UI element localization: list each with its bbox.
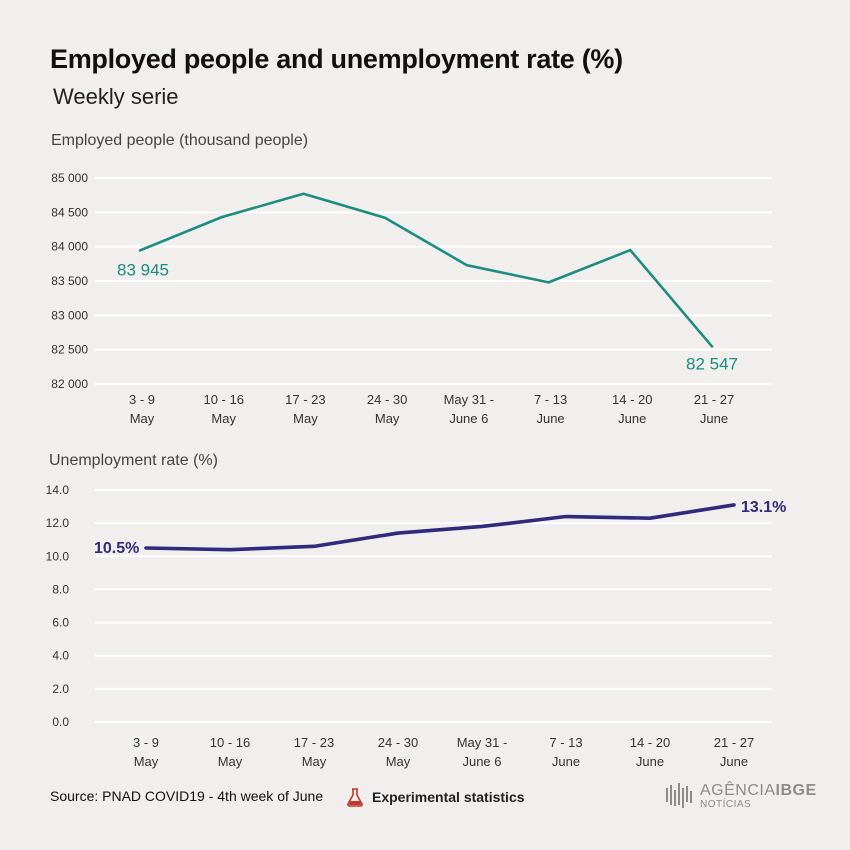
employed-x-tick-label: May xyxy=(211,411,236,426)
unemployment-x-tick-label: May xyxy=(386,754,411,769)
employed-x-tick-label: May xyxy=(293,411,318,426)
unemployment-x-tick-label: May xyxy=(218,754,243,769)
unemployment-x-tick-label: 3 - 9 xyxy=(133,735,159,750)
flask-icon xyxy=(347,788,363,807)
unemployment-y-tick-label: 8.0 xyxy=(52,582,69,596)
employed-x-tick-label: 24 - 30 xyxy=(367,392,407,407)
unemployment-y-tick-label: 10.0 xyxy=(46,549,70,563)
employed-x-tick-label: 10 - 16 xyxy=(203,392,243,407)
unemployment-rate-chart: Unemployment rate (%) 0.0 2.0 4.0 6.0 8.0 10.… xyxy=(46,452,787,769)
unemployment-series-line xyxy=(144,503,736,552)
employed-x-tick-label: May 31 - xyxy=(444,392,495,407)
employed-y-tick-label: 82 500 xyxy=(51,343,88,357)
employed-x-tick-label: 17 - 23 xyxy=(285,392,325,407)
employed-data-label: 82 547 xyxy=(686,354,738,373)
unemployment-x-tick-label: 14 - 20 xyxy=(630,735,670,750)
unemployment-x-tick-label: May xyxy=(302,754,327,769)
ibge-barcode-icon xyxy=(666,783,692,808)
employed-x-tick-label: May xyxy=(375,411,400,426)
unemployment-y-tick-label: 0.0 xyxy=(52,715,69,729)
unemployment-x-tick-label: 17 - 23 xyxy=(294,735,334,750)
unemployment-data-label: 10.5% xyxy=(94,540,139,557)
unemployment-axis-label: Unemployment rate (%) xyxy=(49,452,218,469)
unemployment-y-tick-label: 14.0 xyxy=(46,483,70,497)
unemployment-x-tick-label: 21 - 27 xyxy=(714,735,754,750)
employed-series-line xyxy=(138,192,714,348)
employed-people-chart: Employed people (thousand people) 82 000… xyxy=(51,132,772,426)
logo-sub-text: NOTÍCIAS xyxy=(700,798,752,810)
employed-x-tick-label: May xyxy=(130,411,155,426)
unemployment-x-tick-label: May xyxy=(134,754,159,769)
employed-x-tick-label: 14 - 20 xyxy=(612,392,652,407)
unemployment-y-tick-label: 2.0 xyxy=(52,682,69,696)
unemployment-data-label: 13.1% xyxy=(741,499,786,516)
employed-axis-label: Employed people (thousand people) xyxy=(51,132,308,149)
employed-y-tick-label: 85 000 xyxy=(51,171,88,185)
employed-data-label: 83 945 xyxy=(117,260,169,279)
employed-y-tick-label: 83 500 xyxy=(51,274,88,288)
agencia-ibge-logo: AGÊNCIAIBGE NOTÍCIAS xyxy=(665,782,817,810)
logo-brand-text: IBGE xyxy=(775,781,817,799)
chart-title: Employed people and unemployment rate (%… xyxy=(50,44,623,74)
unemployment-x-tick-label: 10 - 16 xyxy=(210,735,250,750)
employed-x-tick-label: 7 - 13 xyxy=(534,392,567,407)
employed-y-tick-label: 84 000 xyxy=(51,240,88,254)
unemployment-x-tick-label: June xyxy=(552,754,580,769)
unemployment-y-tick-label: 12.0 xyxy=(46,516,70,530)
unemployment-x-tick-label: June 6 xyxy=(462,754,501,769)
employed-x-tick-label: June xyxy=(618,411,646,426)
employed-y-tick-label: 83 000 xyxy=(51,308,88,322)
unemployment-y-tick-label: 4.0 xyxy=(52,649,69,663)
experimental-note: Experimental statistics xyxy=(346,787,525,807)
source-note: Source: PNAD COVID19 - 4th week of June xyxy=(50,788,324,804)
chart-subtitle: Weekly serie xyxy=(53,84,179,109)
unemployment-x-tick-label: June xyxy=(636,754,664,769)
employed-x-tick-label: June xyxy=(536,411,564,426)
unemployment-y-tick-label: 6.0 xyxy=(52,616,69,630)
employed-x-tick-label: 21 - 27 xyxy=(694,392,734,407)
employed-y-tick-label: 82 000 xyxy=(51,377,88,391)
employed-x-tick-label: 3 - 9 xyxy=(129,392,155,407)
employed-x-tick-label: June xyxy=(700,411,728,426)
employed-y-tick-label: 84 500 xyxy=(51,205,88,219)
experimental-label: Experimental statistics xyxy=(372,789,525,805)
unemployment-x-tick-label: June xyxy=(720,754,748,769)
logo-main-text: AGÊNCIA xyxy=(700,781,776,799)
unemployment-x-tick-label: May 31 - xyxy=(457,735,508,750)
employed-x-tick-label: June 6 xyxy=(449,411,488,426)
unemployment-x-tick-label: 7 - 13 xyxy=(549,735,582,750)
unemployment-x-tick-label: 24 - 30 xyxy=(378,735,418,750)
